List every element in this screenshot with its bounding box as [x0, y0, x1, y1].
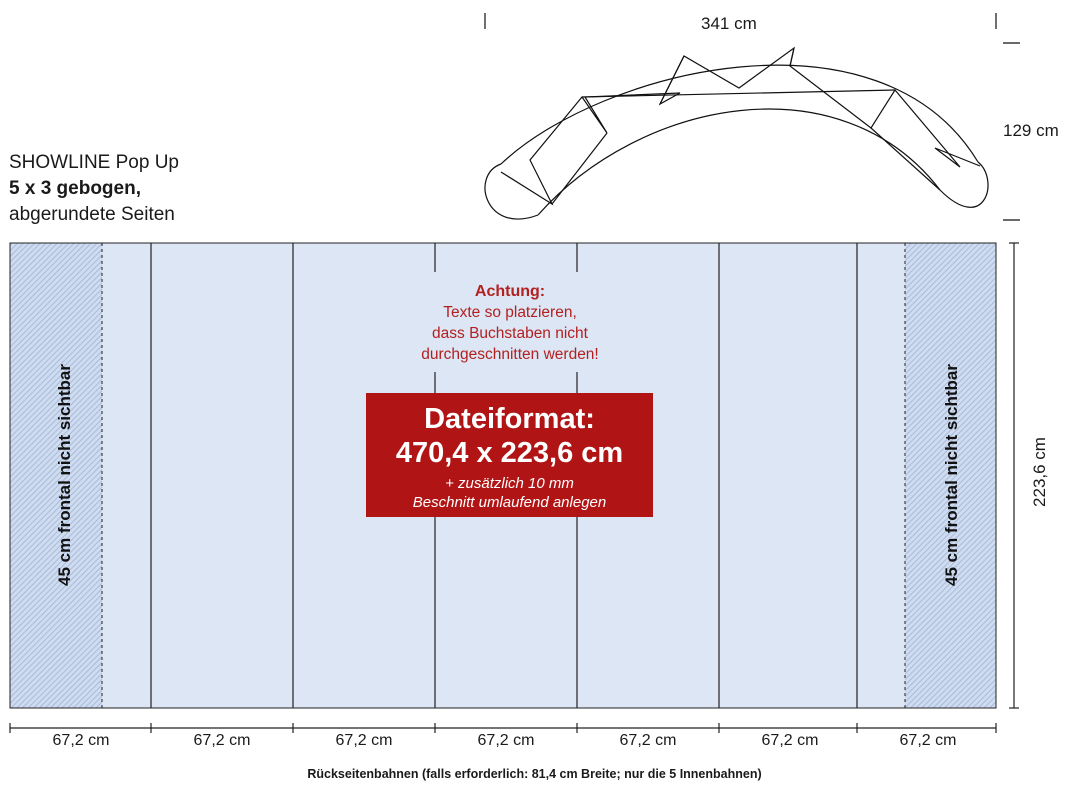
- panel-seams: [150, 243, 858, 708]
- width-dimension: [9, 723, 997, 733]
- frame-inner-arc: [537, 108, 941, 216]
- panel-width-3: 67,2 cm: [335, 732, 393, 749]
- hidden-zone-right: [905, 243, 996, 708]
- panel-width-6: 67,2 cm: [761, 732, 819, 749]
- warning-heading: Achtung:: [474, 283, 546, 300]
- panel-width-2: 67,2 cm: [193, 732, 251, 749]
- warning-line-1: Texte so platzieren,: [443, 304, 577, 321]
- file-format-box: Dateiformat: 470,4 x 223,6 cm + zusätzli…: [366, 393, 653, 517]
- warning-line-3: durchgeschnitten werden!: [421, 346, 599, 363]
- frame-top-view: [484, 13, 1020, 221]
- frame-left-end: [484, 163, 539, 220]
- panel-width-5: 67,2 cm: [619, 732, 677, 749]
- hidden-zone-left: [10, 243, 102, 708]
- panel-width-7: 67,2 cm: [899, 732, 957, 749]
- warning-line-2: dass Buchstaben nicht: [432, 325, 588, 342]
- height-dimension: [1009, 242, 1019, 709]
- warning-note: Achtung: Texte so platzieren, dass Buchs…: [390, 281, 630, 365]
- hidden-zone-right-label: 45 cm frontal nicht sichtbar: [942, 364, 961, 586]
- product-name: SHOWLINE Pop Up: [9, 152, 179, 173]
- panel-width-1: 67,2 cm: [52, 732, 110, 749]
- file-format-note-2: Beschnitt umlaufend anlegen: [412, 494, 607, 511]
- frame-right-end: [939, 161, 989, 208]
- frame-depth-label: 129 cm: [1003, 121, 1059, 140]
- file-format-note-1: + zusätzlich 10 mm: [445, 475, 574, 492]
- panel-width-4: 67,2 cm: [477, 732, 535, 749]
- file-format-heading: Dateiformat:: [424, 403, 595, 435]
- file-format-size: 470,4 x 223,6 cm: [395, 437, 624, 469]
- product-variant: abgerundete Seiten: [9, 204, 175, 225]
- hidden-zone-left-label: 45 cm frontal nicht sichtbar: [55, 364, 74, 586]
- frame-width-label: 341 cm: [701, 14, 757, 33]
- frame-outer-arc: [500, 64, 979, 165]
- back-panel-note: Rückseitenbahnen (falls erforderlich: 81…: [307, 767, 762, 781]
- product-title: SHOWLINE Pop Up 5 x 3 gebogen, abgerunde…: [9, 150, 179, 228]
- height-label: 223,6 cm: [1030, 437, 1049, 507]
- product-size: 5 x 3 gebogen,: [9, 178, 141, 199]
